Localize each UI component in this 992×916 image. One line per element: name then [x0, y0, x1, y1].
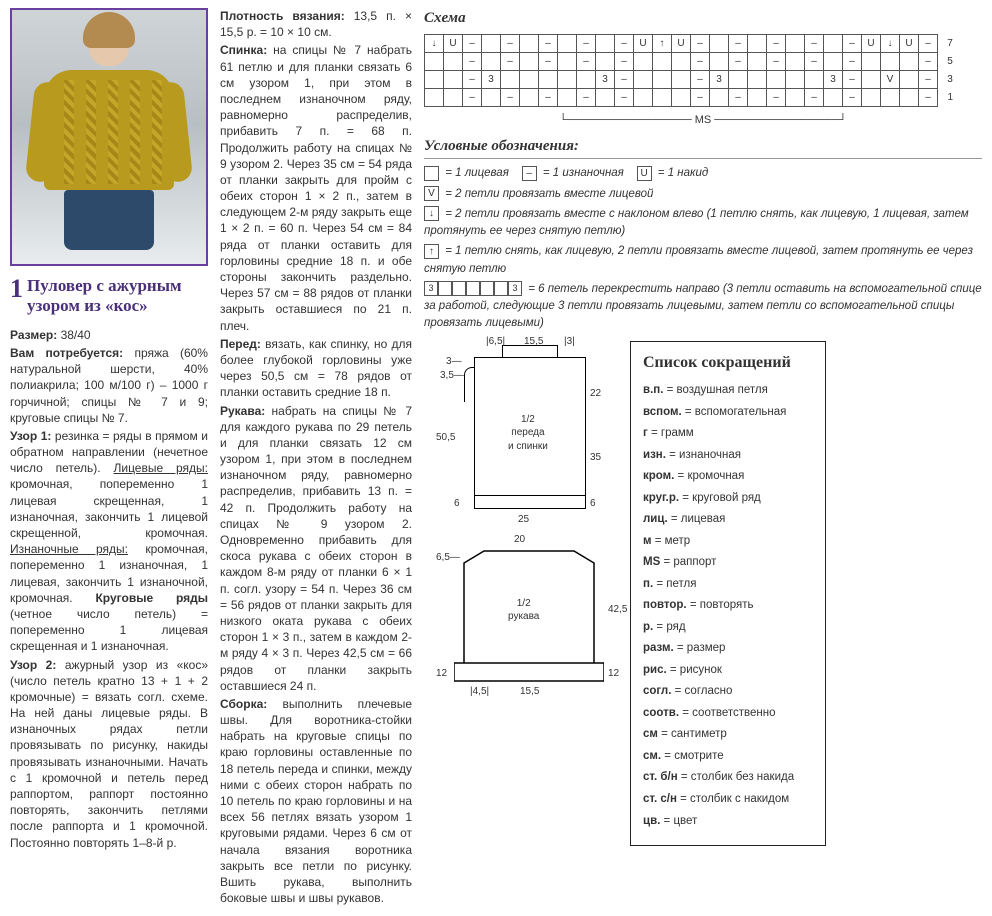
abbr-item: разм. = размер: [643, 641, 813, 657]
abbr-item: см. = смотрите: [643, 749, 813, 765]
abbr-item: MS = раппорт: [643, 555, 813, 571]
abbr-item: лиц. = лицевая: [643, 512, 813, 528]
size-row: Размер: 38/40: [10, 327, 208, 343]
stitch-chart: ↓U–––––U↑U–––––U↓U–7–––––––––––5–33––33–…: [424, 34, 960, 107]
pattern-photo: [10, 8, 208, 266]
sleeves: Рукава: набрать на спицы № 7 для каждого…: [220, 403, 412, 694]
schematics: |6,5| 15,5 |3| 3— 3,5— 50,5 6 22 35 6 25…: [424, 341, 614, 846]
abbreviations-box: Список сокращений в.п. = воздушная петля…: [630, 341, 826, 846]
abbr-item: изн. = изнаночная: [643, 448, 813, 464]
abbr-item: м = метр: [643, 534, 813, 550]
abbr-item: рис. = рисунок: [643, 663, 813, 679]
assembly: Сборка: выполнить плечевые швы. Для воро…: [220, 696, 412, 906]
abbr-item: п. = петля: [643, 577, 813, 593]
abbr-item: кром. = кромочная: [643, 469, 813, 485]
legend: = 1 лицевая – = 1 изнаночная U = 1 накид…: [424, 165, 982, 332]
abbr-item: повтор. = повторять: [643, 598, 813, 614]
uzor1: Узор 1: резинка = ряды в прямом и обратн…: [10, 428, 208, 655]
front: Перед: вязать, как спинку, но для более …: [220, 336, 412, 401]
abbr-item: согл. = согласно: [643, 684, 813, 700]
schema-title: Схема: [424, 8, 982, 28]
abbr-item: р. = ряд: [643, 620, 813, 636]
density: Плотность вязания: 13,5 п. × 15,5 р. = 1…: [220, 8, 412, 40]
abbr-item: ст. б/н = столбик без накида: [643, 770, 813, 786]
materials: Вам потребуется: пряжа (60% натуральной …: [10, 345, 208, 426]
uzor2: Узор 2: ажурный узор из «кос» (число пет…: [10, 657, 208, 851]
abbr-item: круг.р. = круговой ряд: [643, 491, 813, 507]
abbr-item: в.п. = воздушная петля: [643, 383, 813, 399]
abbr-item: г = грамм: [643, 426, 813, 442]
ms-label: └──────────────── MS ────────────────┘: [424, 113, 982, 128]
abbr-title: Список сокращений: [643, 352, 813, 374]
abbr-item: вспом. = вспомогательная: [643, 405, 813, 421]
back: Спинка: на спицы № 7 набрать 61 петлю и …: [220, 42, 412, 333]
abbr-item: ст. с/н = столбик с накидом: [643, 792, 813, 808]
abbr-item: см = сантиметр: [643, 727, 813, 743]
legend-title: Условные обозначения:: [424, 136, 982, 159]
pattern-title: 1Пуловер с ажурным узором из «кос»: [10, 276, 208, 317]
abbr-item: соотв. = соответственно: [643, 706, 813, 722]
abbr-item: цв. = цвет: [643, 814, 813, 830]
